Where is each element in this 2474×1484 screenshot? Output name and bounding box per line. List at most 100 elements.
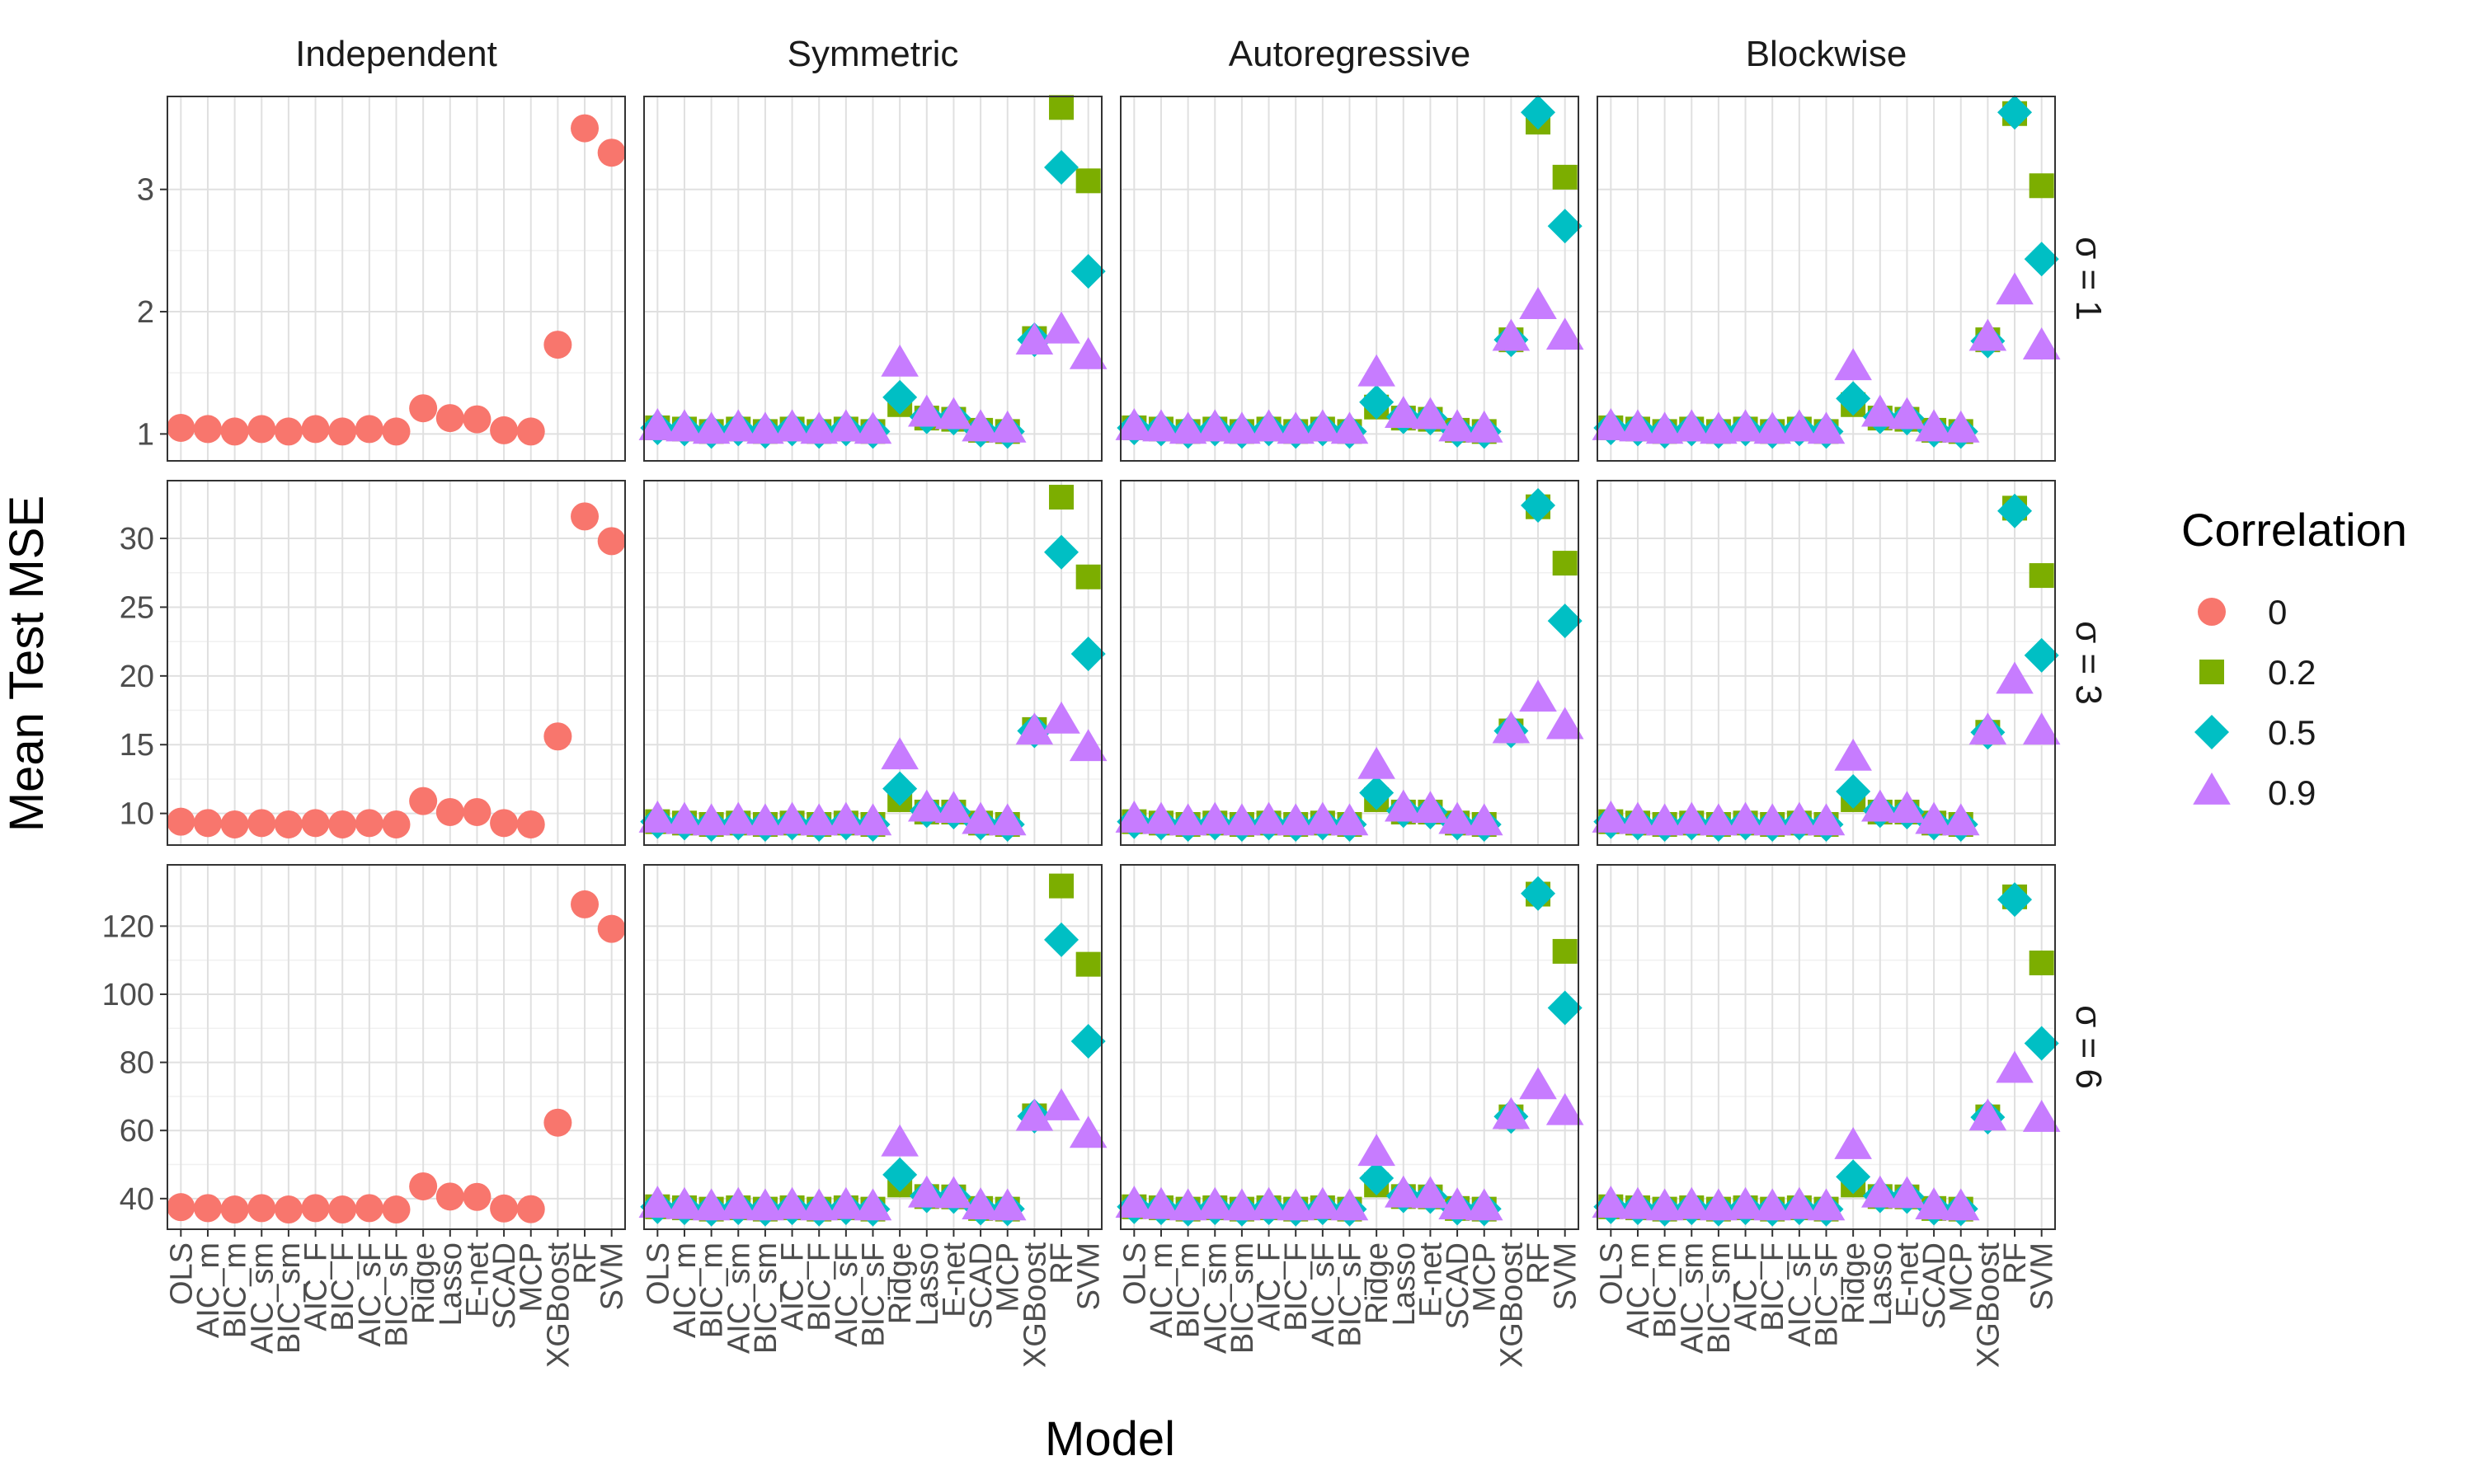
point-corr-0-2-svm: [1552, 164, 1578, 190]
point-corr-0-5-rf: [1521, 488, 1556, 524]
x-tick-label: SVM: [595, 1242, 630, 1310]
x-tick-label: BIC_sF: [1333, 1242, 1368, 1347]
point-corr-0-9-bic-f: [800, 1188, 839, 1221]
point-corr-0-9-svm: [2022, 1099, 2061, 1132]
y-tick-label: 2: [137, 295, 154, 330]
x-tick-label: AIC_sF: [1783, 1242, 1818, 1347]
point-corr-0-lasso: [435, 797, 464, 826]
point-corr-0-9-aic-sm: [1672, 409, 1711, 442]
y-tick-label: 120: [102, 909, 154, 944]
panel-symmetric-row-3: [638, 864, 1108, 1230]
point-corr-0-9-ridge: [1834, 348, 1872, 381]
point-corr-0-9-svm: [1545, 317, 1584, 350]
point-corr-0-9-bic-sf: [1807, 1188, 1846, 1221]
panel-border: [1597, 480, 2056, 846]
point-corr-0-5-ridge: [1836, 1159, 1871, 1195]
point-corr-0-5-svm: [2024, 242, 2059, 277]
point-corr-0-9-bic-sf: [1330, 803, 1369, 836]
point-corr-0-ols: [167, 1193, 195, 1222]
point-corr-0-9-rf: [1996, 1050, 2034, 1083]
x-tick-label: MCP: [515, 1242, 549, 1312]
point-corr-0-9-ridge: [1357, 354, 1395, 387]
point-corr-0-xgboost: [543, 722, 572, 751]
point-corr-0-xgboost: [543, 331, 572, 359]
x-tick-label: AIC_sm: [245, 1242, 280, 1354]
point-corr-0-9-scad: [962, 409, 999, 442]
panel-blockwise-row-1: [1592, 95, 2061, 462]
point-corr-0-2-svm: [1552, 938, 1578, 964]
point-corr-0-9-xgboost: [1492, 1097, 1531, 1129]
point-corr-0-9-e-net: [1888, 397, 1926, 430]
y-tick-label: 3: [137, 173, 154, 208]
point-corr-0-9-ridge: [1357, 1134, 1395, 1167]
point-corr-0-aic-m: [193, 809, 222, 838]
point-corr-0-9-aic-m: [1142, 409, 1180, 442]
point-corr-0-9-xgboost: [1968, 712, 2007, 745]
panel-border: [1120, 96, 1579, 462]
x-tick-label: AIC_m: [191, 1242, 226, 1338]
point-corr-0-9-bic-sm: [1223, 803, 1261, 836]
point-corr-0-9-lasso: [1860, 789, 1899, 822]
point-corr-0-9-scad: [1915, 1187, 1953, 1220]
point-corr-0-9-rf: [1519, 287, 1557, 319]
x-tick-label: SCAD: [1917, 1242, 1952, 1330]
point-corr-0-9-bic-f: [1277, 411, 1315, 444]
x-tick-label: E-net: [1413, 1242, 1448, 1317]
point-corr-0-9-aic-sf: [1780, 409, 1818, 442]
point-corr-0-mcp: [516, 810, 545, 838]
point-corr-0-aic-sm: [247, 809, 276, 838]
point-corr-0-9-aic-sf: [1304, 1186, 1342, 1219]
point-corr-0-9-mcp: [988, 1188, 1027, 1221]
x-tick-label: E-net: [937, 1242, 971, 1317]
x-tick-label: RF: [1998, 1242, 2033, 1284]
point-corr-0-bic-f: [328, 1195, 357, 1224]
point-corr-0-9-ols: [1592, 1186, 1630, 1218]
point-corr-0-9-ols: [638, 1186, 677, 1218]
legend-key-0-2: [2199, 660, 2224, 684]
y-tick-label: 40: [120, 1182, 154, 1217]
x-tick-label: AIC_sF: [1306, 1242, 1341, 1347]
point-corr-0-bic-m: [220, 1195, 249, 1224]
point-corr-0-9-bic-f: [800, 803, 839, 836]
panel-border: [167, 96, 626, 462]
point-corr-0-5-ridge: [1359, 384, 1395, 420]
panel-independent-row-1: [167, 96, 626, 462]
x-tick-label: BIC_m: [695, 1242, 730, 1338]
panel-border: [1120, 480, 1579, 846]
point-corr-0-9-e-net: [934, 791, 973, 824]
point-corr-0-bic-sm: [274, 417, 303, 446]
point-corr-0-9-ridge: [1357, 746, 1395, 779]
point-corr-0-5-ridge: [882, 379, 918, 415]
point-corr-0-9-rf: [1042, 1087, 1080, 1120]
point-corr-0-9-aic-sf: [1304, 801, 1342, 834]
point-corr-0-9-ridge: [881, 737, 919, 770]
x-tick-label: MCP: [991, 1242, 1026, 1312]
x-tick-label: SCAD: [1441, 1242, 1475, 1330]
point-corr-0-5-ridge: [882, 771, 918, 806]
x-tick-label: AIC_sm: [1675, 1242, 1710, 1354]
y-axis-title: Mean Test MSE: [0, 495, 54, 832]
point-corr-0-2-svm: [2029, 950, 2054, 975]
point-corr-0-2-rf: [1049, 95, 1075, 120]
point-corr-0-bic-m: [220, 417, 249, 446]
point-corr-0-aic-f: [301, 415, 330, 444]
x-tick-label: SCAD: [964, 1242, 999, 1330]
point-corr-0-9-bic-f: [1277, 803, 1315, 836]
point-corr-0-ols: [167, 413, 195, 442]
x-tick-label: XGBoost: [1971, 1242, 2006, 1369]
point-corr-0-9-bic-sm: [1700, 411, 1738, 444]
point-corr-0-9-e-net: [934, 397, 973, 430]
point-corr-0-9-bic-f: [1753, 803, 1792, 836]
point-corr-0-2-rf: [1049, 485, 1075, 510]
point-corr-0-9-aic-f: [1249, 409, 1288, 442]
point-corr-0-9-bic-m: [1645, 1188, 1684, 1221]
point-corr-0-9-bic-f: [800, 411, 839, 444]
legend-title: Correlation: [2181, 504, 2407, 556]
point-corr-0-9-bic-sm: [746, 411, 784, 444]
point-corr-0-9-aic-sf: [827, 1186, 865, 1219]
x-tick-label: BIC_sF: [380, 1242, 415, 1347]
point-corr-0-5-svm: [1070, 254, 1106, 289]
x-tick-label: RF: [568, 1242, 603, 1284]
x-tick-label: AIC_F: [776, 1242, 811, 1331]
point-corr-0-9-ols: [638, 800, 677, 833]
